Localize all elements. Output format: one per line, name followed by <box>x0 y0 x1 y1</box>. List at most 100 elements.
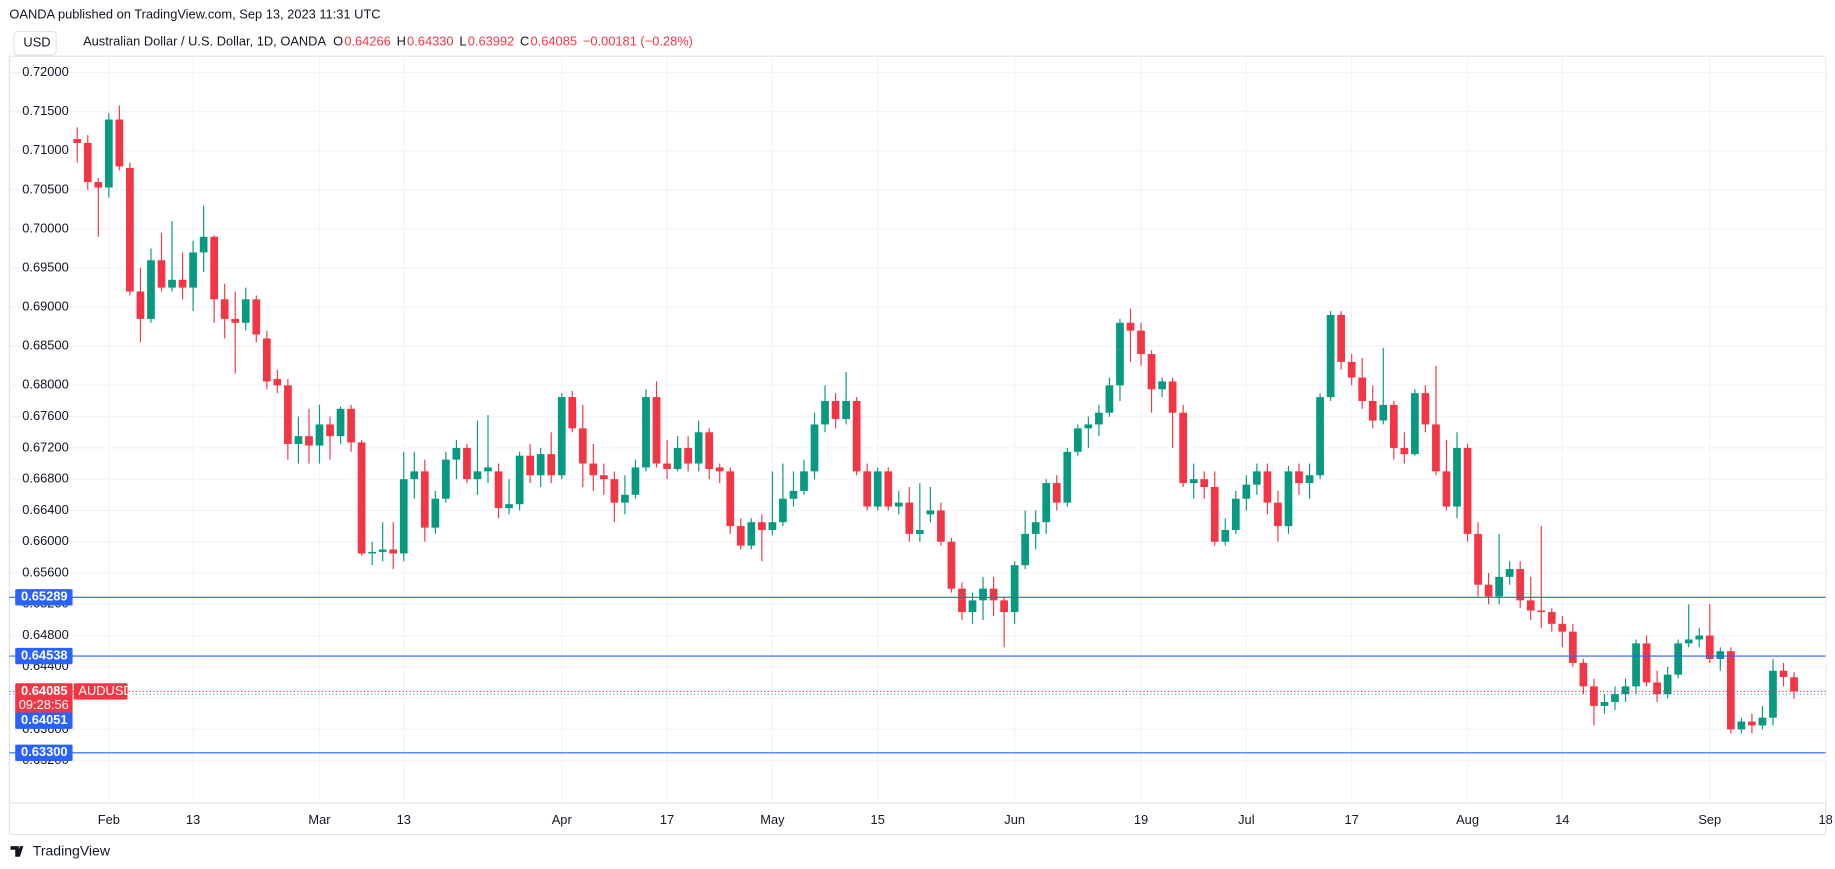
candle-body <box>473 471 482 480</box>
candle-body <box>1547 612 1556 624</box>
candle-body <box>336 408 345 437</box>
candle-body <box>1116 322 1124 386</box>
candle-body <box>873 471 882 507</box>
countdown: 09:28:56 <box>19 697 69 712</box>
candle-body <box>168 279 176 288</box>
candle-body <box>1379 404 1388 421</box>
candle-body <box>757 522 766 530</box>
candle-body <box>842 400 850 419</box>
candle-body <box>1295 471 1303 484</box>
candle-body <box>1137 330 1145 355</box>
candle-body <box>1063 451 1072 503</box>
candle-body <box>284 385 292 444</box>
candle-body <box>1684 639 1693 644</box>
ohlc-value: 0.64085 <box>531 34 577 49</box>
chart-frame <box>8 55 1827 836</box>
candle-body <box>1726 651 1735 730</box>
candle-body <box>1189 479 1198 484</box>
x-tick-label: 17 <box>1345 812 1359 827</box>
x-tick-label: 13 <box>186 812 200 827</box>
candle-body <box>1737 721 1746 730</box>
candle-body <box>1389 404 1398 448</box>
candle-body <box>736 526 745 546</box>
candle-body <box>958 588 966 613</box>
x-tick-label: Aug <box>1456 812 1479 827</box>
candle-body <box>968 600 977 613</box>
candle-body <box>1242 484 1251 499</box>
candle-body <box>1337 314 1346 362</box>
y-tick-label: 0.65600 <box>22 564 68 579</box>
candle-body <box>1526 600 1535 611</box>
candle-body <box>1663 674 1672 695</box>
y-tick-label: 0.66000 <box>22 533 68 548</box>
candle-body <box>347 408 355 443</box>
symbol-box <box>73 683 128 700</box>
candle-body <box>1453 447 1461 507</box>
candle-body <box>1158 381 1166 390</box>
candle-body <box>915 529 924 534</box>
header: OANDA published on TradingView.com, Sep … <box>9 7 380 22</box>
last-price-box <box>15 683 73 714</box>
candle-body <box>494 471 503 509</box>
candle-body <box>104 119 113 188</box>
candle-body <box>1590 686 1598 706</box>
candle-body <box>600 475 608 480</box>
candle-body <box>578 428 587 464</box>
candle-body <box>1326 314 1335 398</box>
candle-body <box>1495 576 1503 597</box>
candle-body <box>1568 631 1577 663</box>
x-tick-label: 19 <box>1134 812 1148 827</box>
candle-body <box>1073 428 1082 452</box>
hline-label: 0.63300 <box>21 744 67 759</box>
candle-body <box>1779 670 1788 677</box>
candle-body <box>1347 361 1356 378</box>
candle-body <box>199 236 208 253</box>
candle-body <box>1558 623 1567 632</box>
x-tick-label: 18 <box>1818 812 1832 827</box>
candle-body <box>1200 479 1209 487</box>
candle-body <box>420 471 429 528</box>
candle-body <box>1010 565 1019 613</box>
candle-body <box>536 454 545 476</box>
y-tick-label: 0.67200 <box>22 439 68 454</box>
candle-body <box>1516 569 1525 601</box>
candle-body <box>515 455 524 505</box>
y-tick-label: 0.71500 <box>22 103 68 118</box>
candle-body <box>557 397 566 476</box>
candle-body <box>652 397 661 464</box>
last-price-label: 0.64085 <box>21 683 67 698</box>
candle-body <box>1674 643 1683 675</box>
candle-body <box>1210 486 1219 542</box>
candle-body <box>378 549 387 552</box>
candle-body <box>463 447 471 480</box>
candle-body <box>779 498 787 523</box>
ohlc-key: O <box>333 34 343 49</box>
ohlc-value: 0.63992 <box>468 34 514 49</box>
y-tick-label: 0.64800 <box>22 627 68 642</box>
y-tick-label: 0.70000 <box>22 220 68 235</box>
candles <box>9 105 1826 754</box>
candle-body <box>136 291 145 319</box>
currency-box[interactable] <box>13 31 57 56</box>
candle-body <box>989 588 998 601</box>
candle-body <box>905 502 914 534</box>
grid <box>9 56 1827 803</box>
candle-body <box>894 502 903 507</box>
candle-body <box>1421 393 1430 425</box>
candle-body <box>673 447 682 470</box>
candle-body <box>642 397 650 468</box>
candle-body <box>1432 424 1440 472</box>
candle-body <box>94 182 103 188</box>
candle-body <box>389 549 398 554</box>
candle-body <box>1748 721 1756 726</box>
candle-body <box>1168 381 1177 413</box>
y-tick-label: 0.66400 <box>22 502 68 517</box>
candle-body <box>1642 643 1651 683</box>
candle-body <box>715 467 724 472</box>
y-tick-label: 0.71000 <box>22 142 68 157</box>
currency[interactable]: USD <box>23 35 50 50</box>
x-tick-label: May <box>760 812 785 827</box>
candle-body <box>1284 471 1293 527</box>
candle-body <box>189 252 197 288</box>
